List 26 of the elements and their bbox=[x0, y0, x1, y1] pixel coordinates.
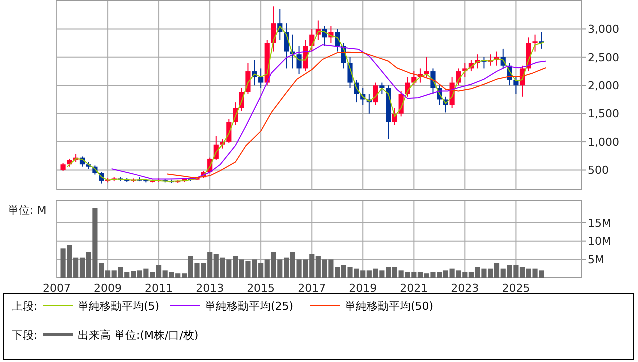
y-tick-label: 2,500 bbox=[588, 51, 620, 64]
x-tick-label: 2015 bbox=[247, 282, 276, 295]
legend-label: 単純移動平均(5) bbox=[78, 300, 160, 313]
legend-title: 上段: bbox=[12, 300, 38, 313]
y-tick-label: 15M bbox=[588, 216, 612, 230]
y-tick-label: 5M bbox=[588, 254, 604, 267]
x-tick-label: 2023 bbox=[451, 282, 480, 295]
x-tick-label: 2019 bbox=[349, 282, 378, 295]
legend-label: 単純移動平均(25) bbox=[205, 300, 294, 313]
text: 単位: M bbox=[8, 204, 47, 217]
y-tick-label: 1,000 bbox=[588, 136, 620, 149]
y-tick-label: 500 bbox=[588, 164, 609, 178]
x-tick-label: 2009 bbox=[94, 282, 122, 295]
x-tick-label: 2013 bbox=[196, 282, 224, 295]
y-tick-label: 2,000 bbox=[588, 79, 620, 92]
y-tick-label: 1,500 bbox=[588, 108, 620, 121]
legend-label: 出来高 単位:(M株/口/枚) bbox=[78, 328, 199, 342]
x-tick-label: 2011 bbox=[145, 282, 174, 295]
x-tick-label: 2021 bbox=[400, 282, 428, 295]
y-tick-label: 10M bbox=[588, 235, 612, 248]
legend-title: 下段: bbox=[12, 328, 38, 342]
x-tick-label: 2025 bbox=[502, 282, 530, 295]
legend-label: 単純移動平均(50) bbox=[345, 300, 434, 313]
x-tick-label: 2017 bbox=[298, 282, 326, 295]
y-tick-label: 3,000 bbox=[588, 23, 620, 36]
x-tick-label: 2007 bbox=[43, 282, 71, 295]
